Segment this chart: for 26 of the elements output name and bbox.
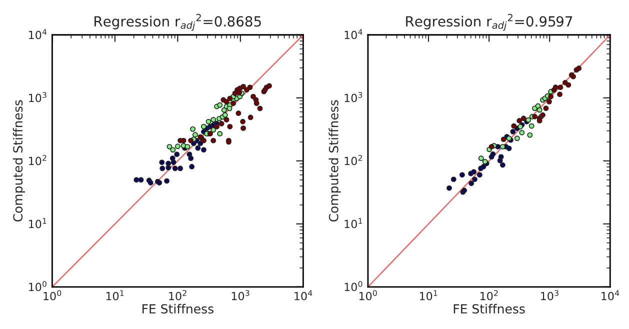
chart-title: Regression r$_{adj}$$^{2}$=0.9597 (406, 14, 572, 31)
y-tick-label: 10$^{1}$ (29, 218, 46, 228)
x-tick-label: 10$^{2}$ (480, 290, 498, 300)
x-axis-title: FE Stiffness (454, 304, 525, 314)
y-tick-label: 10$^{2}$ (344, 154, 362, 166)
y-tick-label: 10$^{1}$ (344, 218, 362, 228)
x-tick-label: 10$^{0}$ (44, 290, 62, 300)
x-tick-label: 10$^{3}$ (541, 290, 558, 300)
y-tick-label: 10$^{4}$ (29, 29, 47, 40)
x-tick-label: 10$^{0}$ (359, 290, 377, 300)
y-tick-label: 10$^{0}$ (344, 281, 362, 292)
x-tick-label: 10$^{2}$ (169, 290, 186, 300)
x-tick-label: 10$^{4}$ (294, 290, 312, 300)
chart-title: Regression r$_{adj}$$^{2}$=0.8685 (94, 14, 261, 31)
y-tick-label: 10$^{2}$ (29, 154, 46, 166)
y-tick-label: 10$^{3}$ (344, 92, 362, 102)
x-tick-label: 10$^{1}$ (106, 290, 124, 300)
x-tick-label: 10$^{1}$ (420, 290, 438, 300)
x-axis-title: FE Stiffness (142, 304, 214, 314)
y-tick-label: 10$^{0}$ (29, 281, 46, 292)
y-axis-title: Computed Stiffness (328, 100, 341, 222)
y-axis-title: Computed Stiffness (12, 100, 26, 222)
x-tick-label: 10$^{3}$ (232, 290, 250, 300)
y-tick-label: 10$^{4}$ (344, 29, 362, 40)
x-tick-label: 10$^{4}$ (602, 290, 620, 300)
y-tick-label: 10$^{3}$ (29, 92, 46, 102)
